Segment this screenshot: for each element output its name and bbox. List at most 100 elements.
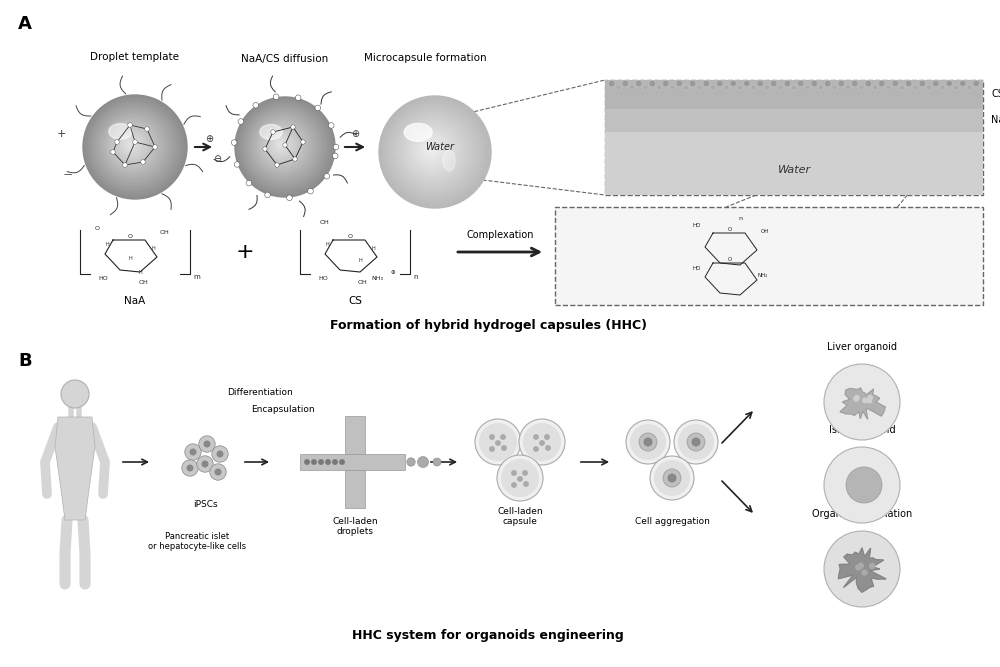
Circle shape	[235, 97, 335, 197]
Circle shape	[523, 471, 527, 475]
Circle shape	[512, 471, 516, 475]
Circle shape	[242, 104, 327, 189]
Circle shape	[524, 482, 528, 486]
Text: n: n	[413, 274, 418, 280]
Circle shape	[244, 107, 324, 187]
Circle shape	[328, 123, 334, 128]
Circle shape	[744, 80, 750, 87]
Circle shape	[266, 130, 296, 160]
Circle shape	[730, 80, 736, 87]
Circle shape	[308, 188, 313, 194]
Circle shape	[127, 142, 133, 147]
Circle shape	[872, 85, 878, 90]
Circle shape	[253, 116, 313, 176]
Circle shape	[391, 109, 476, 194]
Circle shape	[639, 433, 657, 451]
Circle shape	[246, 180, 252, 186]
Circle shape	[678, 424, 714, 460]
Circle shape	[190, 449, 196, 455]
Circle shape	[751, 85, 756, 90]
Circle shape	[428, 147, 433, 152]
Circle shape	[859, 85, 864, 90]
Circle shape	[630, 424, 666, 460]
Circle shape	[626, 420, 670, 464]
Circle shape	[278, 142, 283, 147]
Circle shape	[271, 130, 275, 134]
FancyBboxPatch shape	[605, 109, 983, 132]
Text: Water: Water	[777, 165, 811, 175]
Text: ⊖: ⊖	[213, 154, 221, 164]
Circle shape	[832, 85, 837, 90]
Circle shape	[383, 100, 486, 203]
Circle shape	[234, 161, 240, 167]
Circle shape	[512, 483, 516, 487]
Circle shape	[862, 570, 867, 575]
Circle shape	[811, 80, 817, 87]
Text: Microcapsule formation: Microcapsule formation	[364, 53, 486, 63]
Circle shape	[106, 119, 158, 171]
FancyBboxPatch shape	[605, 80, 983, 195]
Circle shape	[778, 85, 783, 90]
Circle shape	[262, 125, 302, 165]
Circle shape	[663, 80, 669, 87]
Text: Organoids formation: Organoids formation	[812, 509, 912, 519]
Circle shape	[251, 113, 316, 179]
Text: OH: OH	[160, 230, 170, 235]
Circle shape	[674, 420, 718, 464]
Circle shape	[710, 85, 716, 90]
Circle shape	[417, 456, 428, 468]
Circle shape	[389, 107, 479, 196]
Circle shape	[879, 80, 885, 87]
Circle shape	[305, 460, 309, 464]
Circle shape	[109, 122, 156, 169]
Circle shape	[185, 444, 201, 460]
Circle shape	[333, 144, 339, 150]
Circle shape	[115, 139, 119, 144]
Text: n: n	[738, 216, 742, 221]
Circle shape	[545, 435, 549, 439]
Circle shape	[265, 192, 270, 197]
Circle shape	[301, 140, 305, 144]
Text: Differentiation: Differentiation	[227, 388, 293, 397]
Text: CS: CS	[348, 296, 362, 306]
Circle shape	[120, 135, 141, 155]
Text: OH: OH	[138, 280, 148, 285]
FancyBboxPatch shape	[300, 454, 405, 470]
Circle shape	[501, 459, 539, 497]
Text: H: H	[128, 256, 132, 261]
Circle shape	[867, 398, 872, 403]
Text: HO: HO	[318, 276, 328, 281]
Circle shape	[88, 100, 181, 193]
Circle shape	[824, 364, 900, 440]
Text: B: B	[18, 352, 32, 370]
Circle shape	[838, 80, 844, 87]
Circle shape	[398, 115, 469, 187]
Text: +: +	[56, 129, 66, 139]
Circle shape	[283, 143, 287, 147]
Circle shape	[818, 85, 823, 90]
Circle shape	[630, 85, 634, 90]
Circle shape	[255, 118, 310, 173]
Circle shape	[99, 112, 167, 180]
Text: Complexation: Complexation	[466, 230, 534, 240]
Circle shape	[125, 139, 136, 150]
Circle shape	[381, 98, 489, 205]
Circle shape	[426, 145, 435, 155]
Circle shape	[643, 85, 648, 90]
Circle shape	[90, 103, 178, 191]
Circle shape	[865, 80, 871, 87]
Circle shape	[940, 85, 945, 90]
Circle shape	[697, 85, 702, 90]
Circle shape	[870, 564, 875, 568]
Text: OH: OH	[358, 280, 368, 285]
Circle shape	[636, 80, 642, 87]
Circle shape	[497, 455, 543, 501]
Text: +: +	[236, 242, 254, 262]
Circle shape	[410, 128, 455, 173]
Circle shape	[240, 102, 330, 191]
Circle shape	[534, 435, 538, 439]
Circle shape	[333, 460, 337, 464]
Text: NH₂: NH₂	[758, 273, 768, 278]
Circle shape	[654, 460, 690, 496]
Circle shape	[649, 80, 655, 87]
